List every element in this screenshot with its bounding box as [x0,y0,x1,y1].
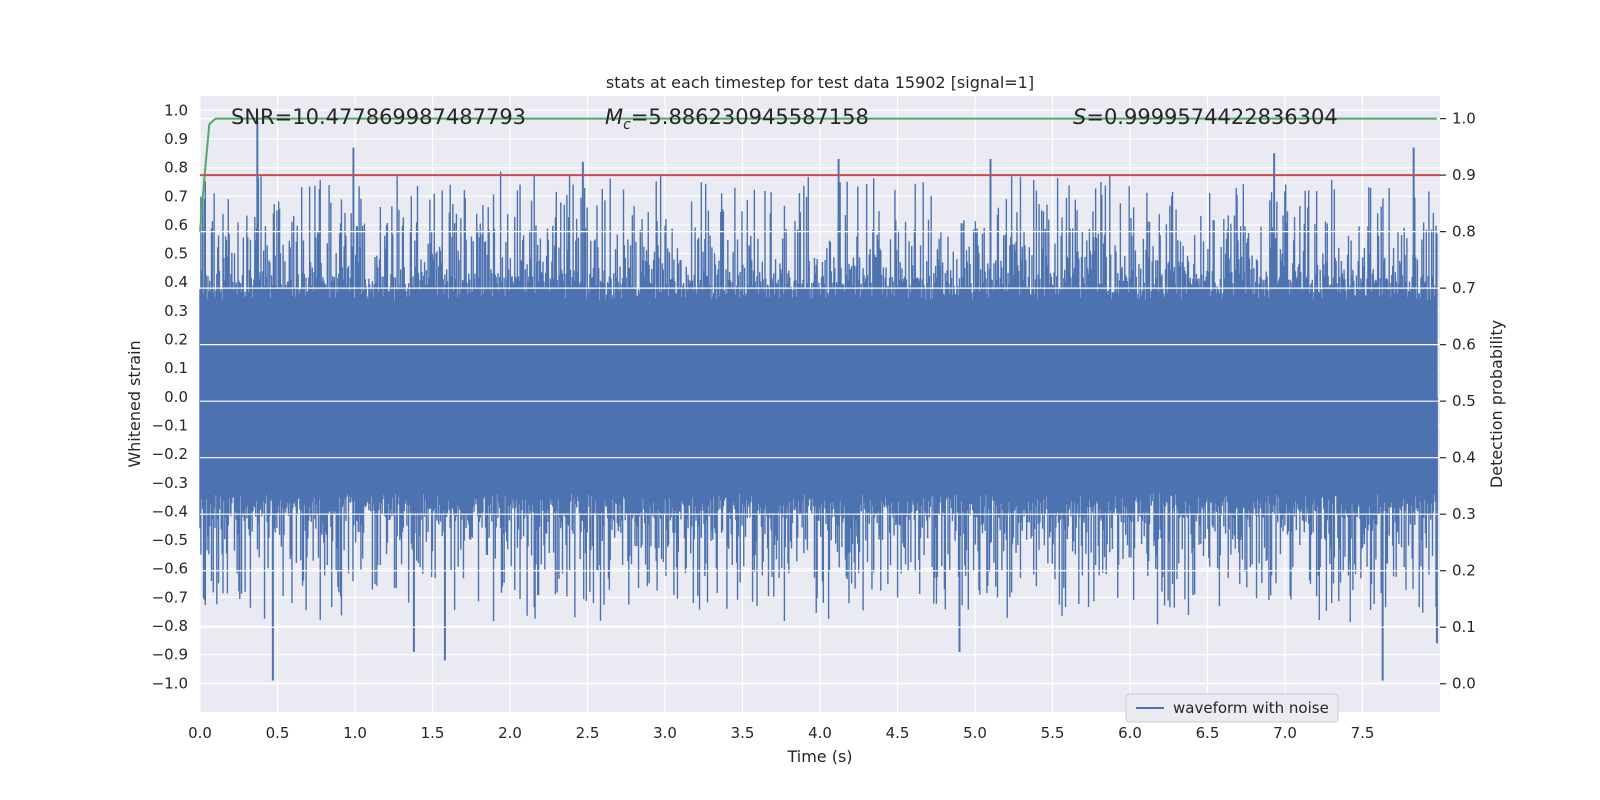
right-tick-label: 0.8 [1452,223,1476,241]
legend-entry-waveform: waveform with noise [1173,699,1329,717]
snr-annotation: SNR=10.477869987487793 [231,105,526,129]
left-tick-label: −0.6 [152,560,188,578]
left-tick-label: 0.4 [164,273,188,291]
left-tick-label: −0.7 [152,588,188,606]
x-tick-label: 3.0 [653,724,677,742]
left-tick-label: 0.5 [164,245,188,263]
left-tick-label: 1.0 [164,101,188,119]
left-tick-label: 0.9 [164,130,188,148]
right-axis-ticks: 1.0 0.9 0.8 0.7 0.6 0.5 0.4 0.3 0.2 0.1 0.0 [1440,110,1476,693]
chirp-mass-subscript: c [623,117,631,133]
x-tick-label: 2.0 [498,724,522,742]
waveform-noise [199,171,1438,625]
left-tick-label: 0.0 [164,388,188,406]
left-tick-label: 0.1 [164,359,188,377]
chirp-mass-symbol: M [605,105,623,129]
x-axis-label: Time (s) [786,747,852,766]
chart-title: stats at each timestep for test data 159… [606,73,1034,92]
score-annotation: S=0.9999574422836304 [1073,105,1338,129]
left-tick-label: −1.0 [152,674,188,692]
x-tick-label: 7.0 [1273,724,1297,742]
left-axis-label: Whitened strain [125,340,144,467]
left-tick-label: 0.7 [164,187,188,205]
right-tick-label: 0.9 [1452,166,1476,184]
x-tick-label: 1.5 [421,724,445,742]
legend-box [1125,693,1339,723]
right-tick-label: 0.7 [1452,279,1476,297]
right-tick-label: 0.1 [1452,618,1476,636]
x-tick-label: 5.5 [1041,724,1065,742]
left-tick-label: −0.2 [152,445,188,463]
right-tick-label: 0.2 [1452,562,1476,580]
score-value: =0.9999574422836304 [1086,105,1337,129]
chirp-mass-annotation: Mc=5.886230945587158 [605,105,869,133]
score-symbol: S [1073,105,1086,129]
left-tick-label: 0.6 [164,216,188,234]
x-tick-label: 1.0 [343,724,367,742]
x-tick-label: 7.5 [1351,724,1375,742]
left-tick-label: −0.9 [152,646,188,664]
left-tick-label: −0.4 [152,502,188,520]
right-tick-label: 0.6 [1452,336,1476,354]
right-axis-label: Detection probability [1487,320,1506,488]
left-tick-label: −0.1 [152,416,188,434]
x-tick-label: 2.5 [576,724,600,742]
left-tick-label: −0.3 [152,474,188,492]
right-tick-label: 0.4 [1452,449,1476,467]
detection-probability-line [199,117,1437,232]
legend: waveform with noise [1125,693,1339,723]
right-tick-label: 1.0 [1452,110,1476,128]
x-tick-label: 5.0 [963,724,987,742]
left-tick-label: −0.8 [152,617,188,635]
x-tick-label: 3.5 [731,724,755,742]
chirp-mass-value: =5.886230945587158 [631,105,869,129]
right-tick-label: 0.3 [1452,505,1476,523]
left-axis-ticks: 1.0 0.9 0.8 0.7 0.6 0.5 0.4 0.3 0.2 0.1 0.0 −0.1 −0.… [152,101,188,692]
x-tick-label: 4.5 [886,724,910,742]
right-tick-label: 0.0 [1452,675,1476,693]
left-tick-label: 0.8 [164,159,188,177]
x-tick-label: 6.0 [1118,724,1142,742]
x-tick-label: 0.5 [266,724,290,742]
x-tick-label: 0.0 [188,724,212,742]
left-tick-label: 0.3 [164,302,188,320]
waveform-series [199,121,1438,681]
left-tick-label: 0.2 [164,331,188,349]
x-tick-label: 6.5 [1196,724,1220,742]
x-axis-ticks: 0.0 0.5 1.0 1.5 2.0 2.5 3.0 3.5 4.0 4.5 5.0 5.5 6.0 6… [188,724,1374,742]
left-tick-label: −0.5 [152,531,188,549]
right-tick-label: 0.5 [1452,392,1476,410]
x-tick-label: 4.0 [808,724,832,742]
